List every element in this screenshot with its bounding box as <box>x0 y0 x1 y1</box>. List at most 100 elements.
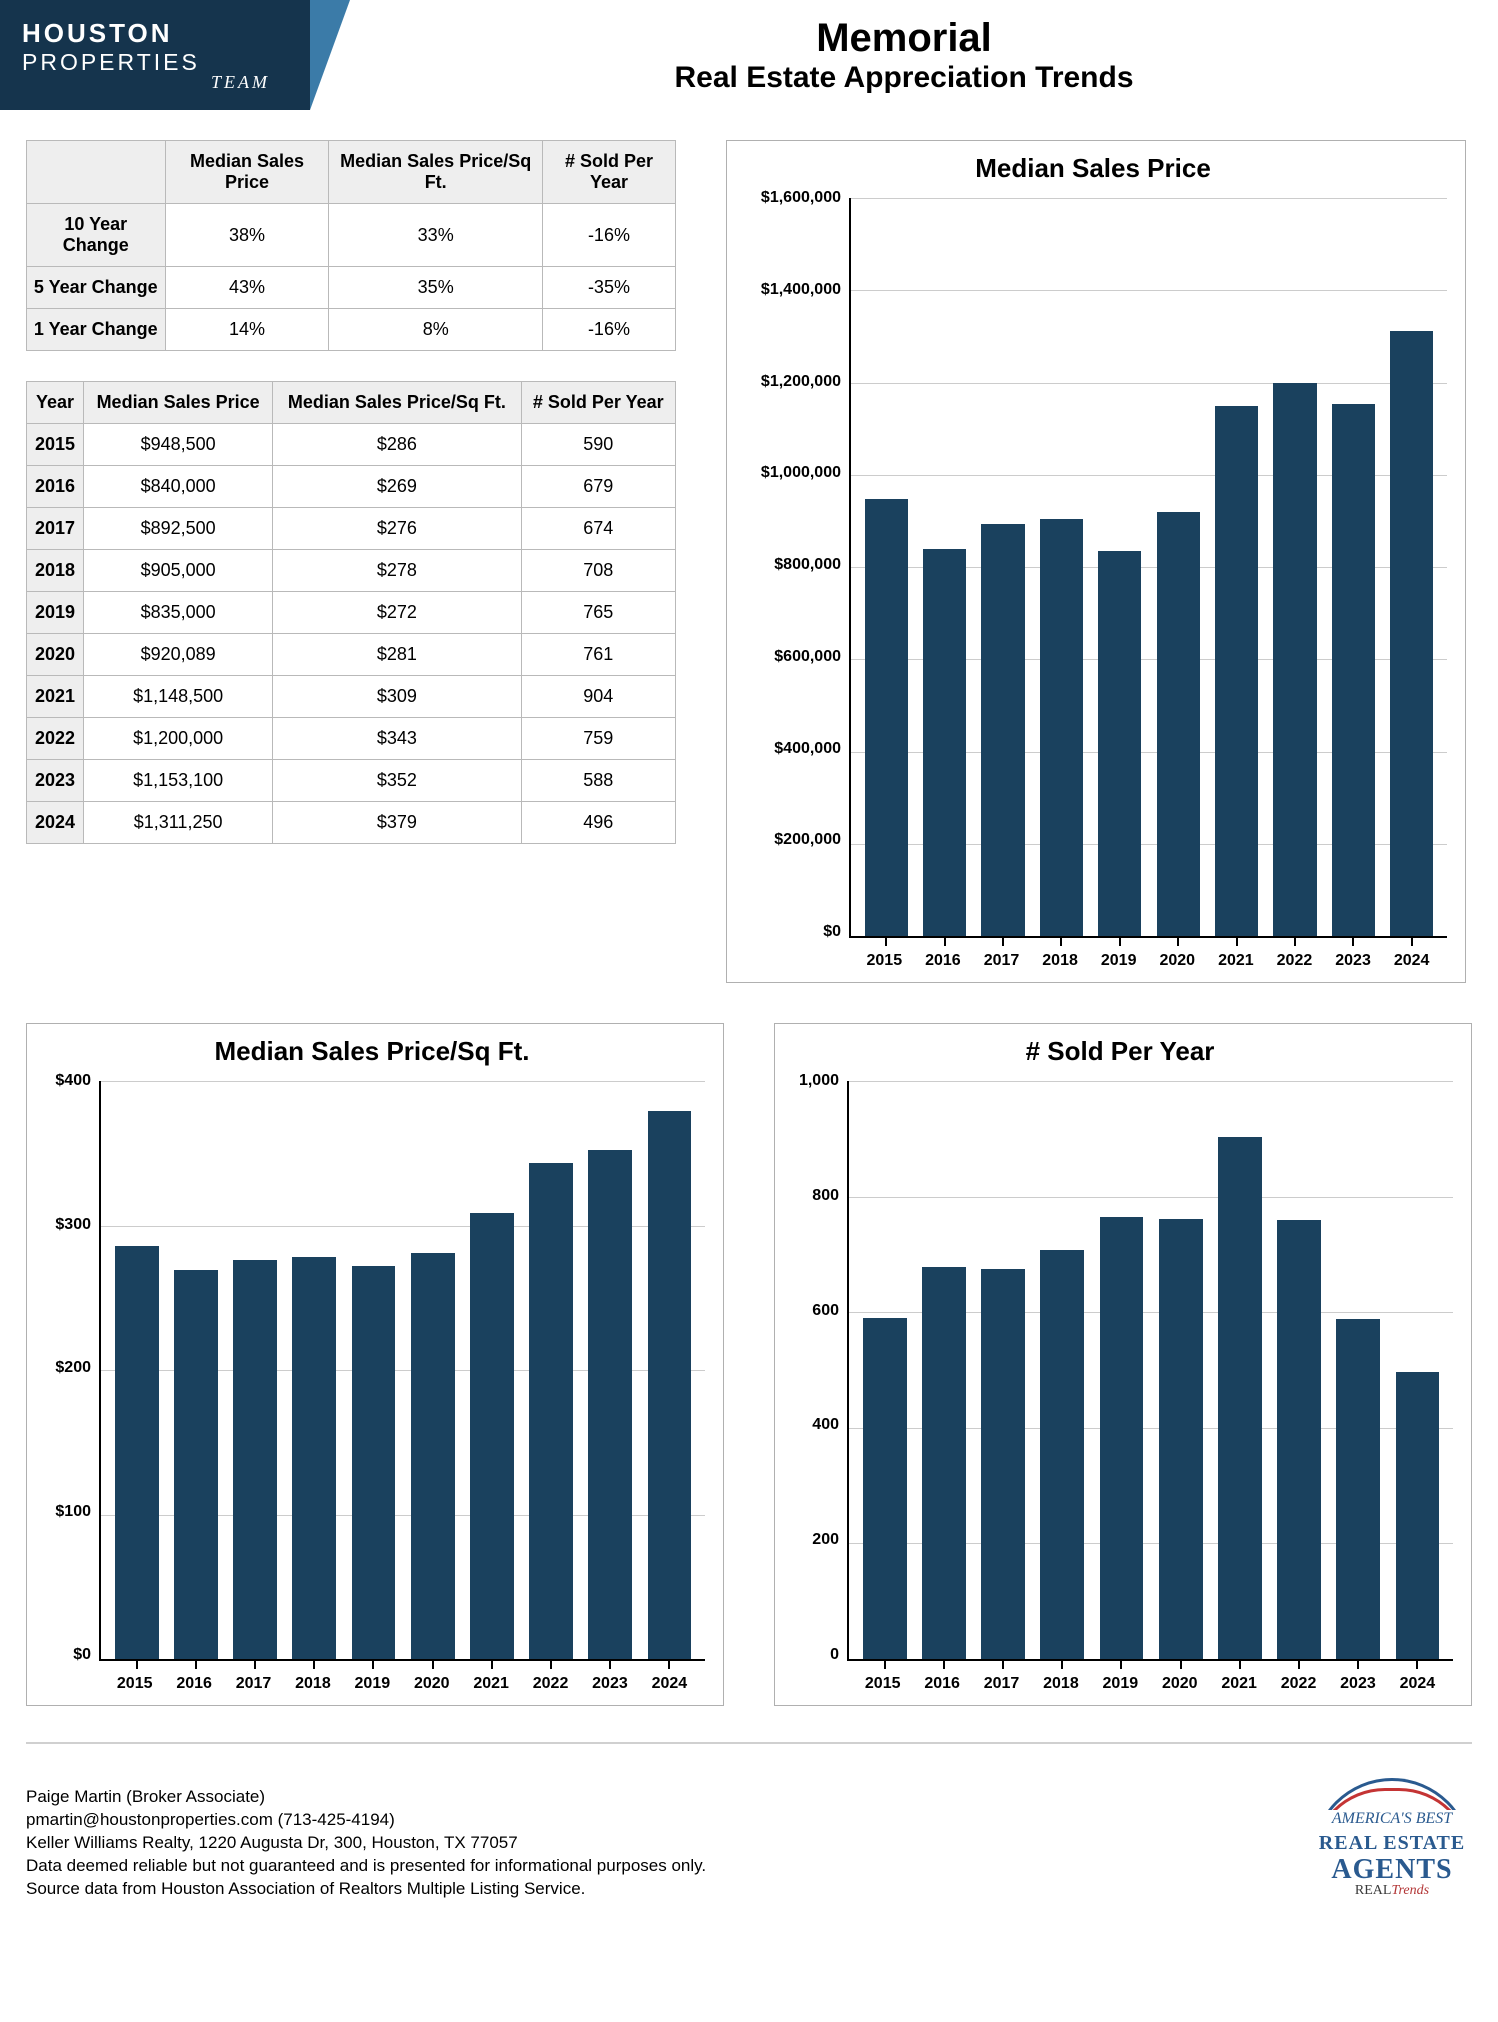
page-subtitle: Real Estate Appreciation Trends <box>310 61 1498 95</box>
table-cell: $948,500 <box>84 424 273 466</box>
bar-slot <box>521 1081 580 1659</box>
table-cell: $1,153,100 <box>84 760 273 802</box>
bar-slot <box>1149 198 1207 936</box>
table-row: 1 Year Change14%8%-16% <box>27 309 676 351</box>
table-cell: 38% <box>165 204 329 267</box>
table-cell: $343 <box>273 718 521 760</box>
table-row: 2019$835,000$272765 <box>27 592 676 634</box>
table-row: 2015$948,500$286590 <box>27 424 676 466</box>
x-tick-label: 2019 <box>1091 1675 1150 1693</box>
table-row: 2022$1,200,000$343759 <box>27 718 676 760</box>
divider <box>26 1742 1472 1744</box>
bar-slot <box>1207 198 1265 936</box>
table-cell: $309 <box>273 676 521 718</box>
table-cell: 2020 <box>27 634 84 676</box>
price-chart-column: Median Sales Price $1,600,000$1,400,000$1… <box>726 140 1466 983</box>
bar <box>174 1270 218 1659</box>
x-tick-label: 2023 <box>580 1675 639 1693</box>
logo-line1: HOUSTON <box>22 18 270 49</box>
table-header: Median Sales Price/Sq Ft. <box>273 382 521 424</box>
table-cell: -35% <box>542 267 675 309</box>
bar <box>1157 512 1200 936</box>
table-cell: 1 Year Change <box>27 309 166 351</box>
bar <box>1396 1372 1440 1659</box>
bar-slot <box>1329 1081 1388 1659</box>
bar <box>923 549 966 936</box>
table-cell: $1,148,500 <box>84 676 273 718</box>
bar-slot <box>1269 1081 1328 1659</box>
bar <box>1336 1319 1380 1659</box>
table-cell: 2024 <box>27 802 84 844</box>
table-cell: 14% <box>165 309 329 351</box>
x-tick-label: 2021 <box>461 1675 520 1693</box>
summary-table: Median Sales PriceMedian Sales Price/Sq … <box>26 140 676 351</box>
bar-slot <box>914 1081 973 1659</box>
x-tick-label: 2015 <box>105 1675 164 1693</box>
bar <box>865 499 908 936</box>
x-tick-label: 2015 <box>855 952 914 970</box>
x-tick-label: 2019 <box>1089 952 1148 970</box>
table-cell: 708 <box>521 550 675 592</box>
bar <box>1100 1217 1144 1659</box>
x-tick-label: 2016 <box>912 1675 971 1693</box>
table-cell: 2018 <box>27 550 84 592</box>
x-ticks <box>851 938 1447 946</box>
table-cell: 33% <box>329 204 542 267</box>
table-cell: $1,200,000 <box>84 718 273 760</box>
table-cell: $276 <box>273 508 521 550</box>
table-cell: 2022 <box>27 718 84 760</box>
x-tick-label: 2021 <box>1207 952 1266 970</box>
x-tick-label: 2022 <box>1269 1675 1328 1693</box>
table-cell: -16% <box>542 309 675 351</box>
bar <box>1098 551 1141 936</box>
table-cell: $1,311,250 <box>84 802 273 844</box>
x-tick-label: 2020 <box>402 1675 461 1693</box>
bars <box>849 1081 1453 1659</box>
bar <box>411 1253 455 1659</box>
bar-slot <box>640 1081 699 1659</box>
chart-title: # Sold Per Year <box>787 1036 1453 1067</box>
y-axis: $400$300$200$100$0 <box>39 1081 99 1661</box>
badge-line4-suffix: Trends <box>1391 1883 1429 1898</box>
bar-slot <box>1033 1081 1092 1659</box>
x-ticks <box>849 1661 1453 1669</box>
table-cell: $281 <box>273 634 521 676</box>
bars <box>101 1081 705 1659</box>
x-tick-label: 2019 <box>343 1675 402 1693</box>
x-tick-label: 2022 <box>1265 952 1324 970</box>
table-header: Median Sales Price <box>84 382 273 424</box>
bar-slot <box>857 198 915 936</box>
x-tick-label: 2020 <box>1148 952 1207 970</box>
bar <box>352 1266 396 1659</box>
table-row: 2020$920,089$281761 <box>27 634 676 676</box>
table-cell: 761 <box>521 634 675 676</box>
y-axis: $1,600,000$1,400,000$1,200,000$1,000,000… <box>739 198 849 938</box>
americas-best-badge: AMERICA'S BEST REAL ESTATE AGENTS REALTr… <box>1312 1774 1472 1901</box>
bar-slot <box>581 1081 640 1659</box>
table-cell: 674 <box>521 508 675 550</box>
badge-line4: REALTrends <box>1355 1882 1429 1901</box>
footer-line: Source data from Houston Association of … <box>26 1878 706 1901</box>
table-cell: 2016 <box>27 466 84 508</box>
chart-title: Median Sales Price <box>739 153 1447 184</box>
top-row: Median Sales PriceMedian Sales Price/Sq … <box>26 140 1472 983</box>
table-cell: 8% <box>329 309 542 351</box>
bar <box>470 1213 514 1660</box>
table-header: Year <box>27 382 84 424</box>
x-tick-label: 2018 <box>1031 1675 1090 1693</box>
bar-slot <box>1151 1081 1210 1659</box>
bar <box>292 1257 336 1659</box>
table-cell: $286 <box>273 424 521 466</box>
x-tick-label: 2024 <box>1388 1675 1447 1693</box>
table-row: 10 Year Change38%33%-16% <box>27 204 676 267</box>
bar-slot <box>1388 1081 1447 1659</box>
bar <box>1040 519 1083 936</box>
table-row: 2017$892,500$276674 <box>27 508 676 550</box>
bar-slot <box>973 1081 1032 1659</box>
table-cell: $278 <box>273 550 521 592</box>
tables-column: Median Sales PriceMedian Sales Price/Sq … <box>26 140 676 983</box>
price-per-sqft-chart: Median Sales Price/Sq Ft.$400$300$200$10… <box>26 1023 724 1706</box>
table-cell: 590 <box>521 424 675 466</box>
x-tick-label: 2017 <box>972 952 1031 970</box>
logo-line3: TEAM <box>22 72 270 93</box>
